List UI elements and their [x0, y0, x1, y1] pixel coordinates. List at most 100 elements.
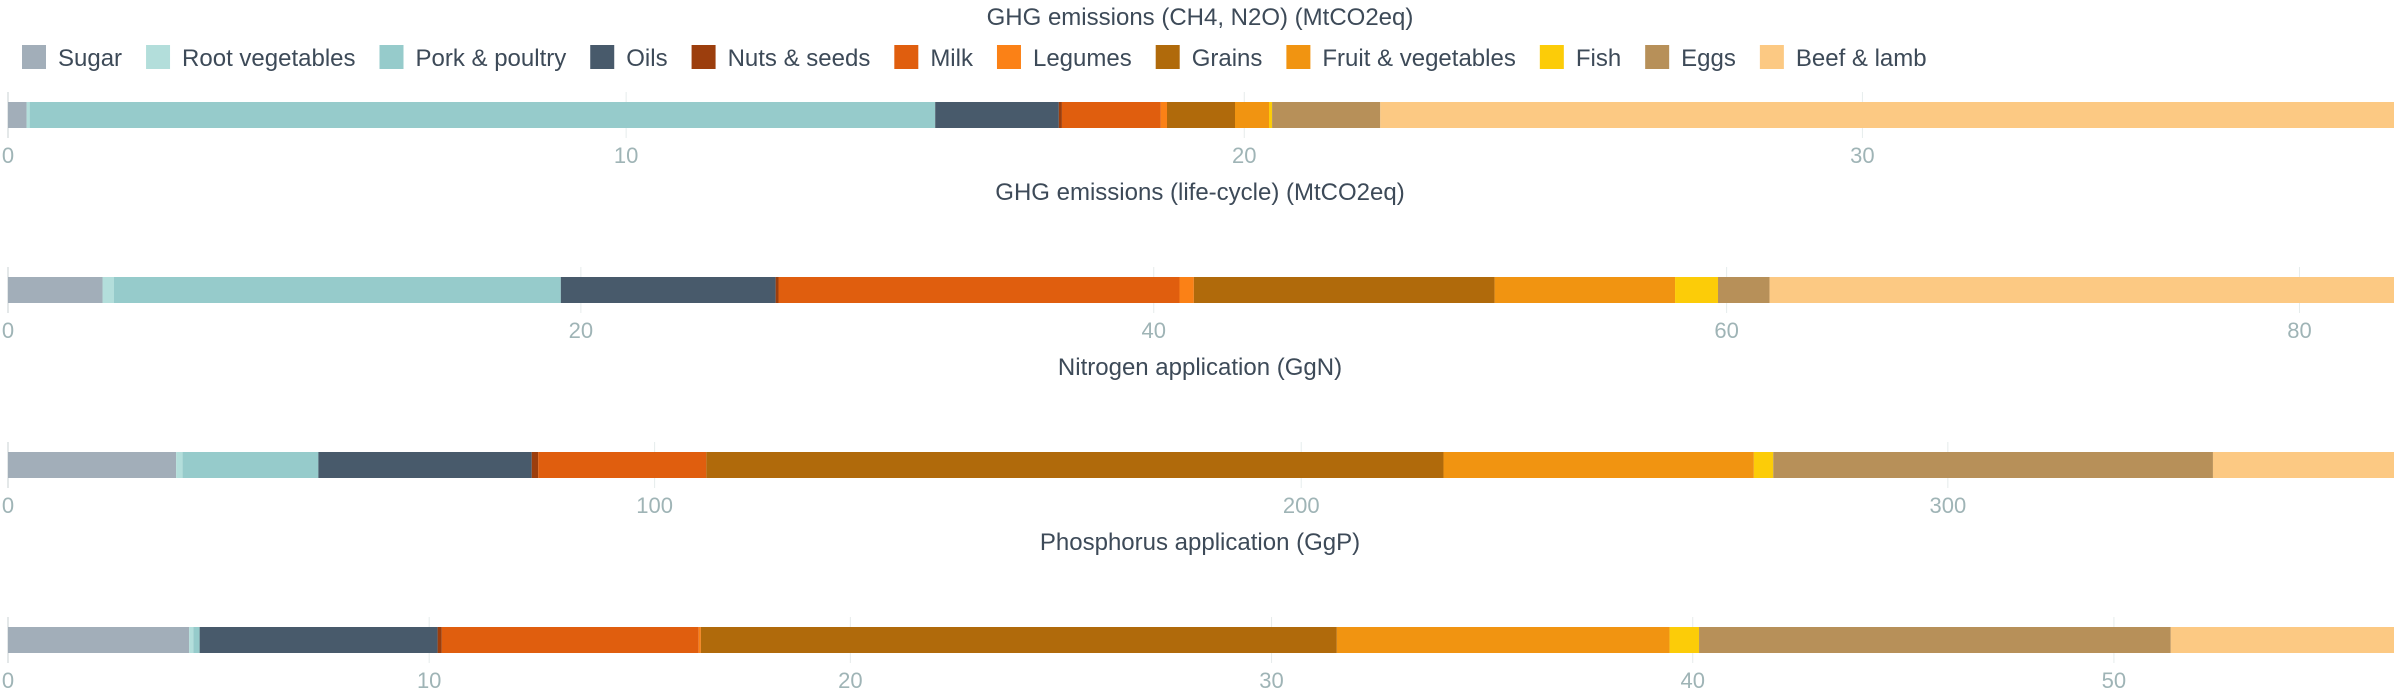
tick-label: 60: [1714, 318, 1738, 343]
bar-segment-milk[interactable]: [1061, 102, 1161, 128]
legend-swatch: [1286, 45, 1311, 69]
bar-segment-nuts-seeds[interactable]: [775, 277, 779, 303]
tick-label: 0: [2, 493, 14, 518]
bar-segment-legumes[interactable]: [698, 627, 701, 653]
chart-panel-ghg-emissions-ch4-n2o-mtco2eq: GHG emissions (CH4, N2O) (MtCO2eq) 0 10 20 3…: [2, 4, 2394, 168]
bar-segment-milk[interactable]: [441, 627, 699, 653]
bar-segment-milk[interactable]: [538, 452, 707, 478]
legend-label: Eggs: [1681, 45, 1736, 72]
bar-segment-root-vegetables[interactable]: [102, 277, 114, 303]
bar-segment-eggs[interactable]: [1699, 627, 2171, 653]
legend-swatch: [691, 45, 716, 69]
bar-segment-nuts-seeds[interactable]: [531, 452, 539, 478]
bar-segment-fish[interactable]: [1669, 627, 1700, 653]
tick-label: 40: [1680, 668, 1704, 693]
legend-item-milk[interactable]: Milk: [894, 45, 974, 72]
bar-segment-oils[interactable]: [318, 452, 532, 478]
legend-swatch: [379, 45, 404, 69]
tick-label: 20: [1232, 143, 1256, 168]
tick-label: 30: [1259, 668, 1283, 693]
legend-label: Pork & poultry: [416, 45, 567, 72]
legend-item-grains[interactable]: Grains: [1155, 45, 1263, 72]
chart-title: Nitrogen application (GgN): [1058, 354, 1342, 381]
legend-item-oils[interactable]: Oils: [590, 45, 668, 72]
legend-label: Sugar: [58, 45, 122, 72]
legend-swatch: [22, 45, 46, 69]
bar-segment-fruit-vegetables[interactable]: [1234, 102, 1269, 128]
bar-segment-beef-lamb[interactable]: [1380, 102, 2394, 128]
legend-item-root-vegetables[interactable]: Root vegetables: [146, 45, 356, 72]
chart-title: Phosphorus application (GgP): [1040, 529, 1360, 556]
bar-segment-oils[interactable]: [935, 102, 1059, 128]
bar-segment-eggs[interactable]: [1773, 452, 2213, 478]
bar-segment-eggs[interactable]: [1272, 102, 1381, 128]
bar-segment-beef-lamb[interactable]: [2212, 452, 2394, 478]
legend-item-eggs[interactable]: Eggs: [1645, 45, 1736, 72]
legend: Sugar Root vegetables Pork & poultry Oils Nu…: [22, 45, 1927, 72]
legend-swatch: [1155, 45, 1180, 69]
legend-swatch: [1645, 45, 1670, 69]
tick-label: 10: [417, 668, 441, 693]
bar-segment-grains[interactable]: [700, 627, 1337, 653]
bar-segment-fish[interactable]: [1268, 102, 1273, 128]
bar-segment-fruit-vegetables[interactable]: [1336, 627, 1670, 653]
tick-label: 300: [1929, 493, 1966, 518]
bar-segment-pork-poultry[interactable]: [113, 277, 561, 303]
tick-label: 20: [569, 318, 593, 343]
tick-label: 50: [2102, 668, 2126, 693]
bar-segment-sugar[interactable]: [8, 627, 190, 653]
bar-segment-fruit-vegetables[interactable]: [1494, 277, 1676, 303]
bar-segment-oils[interactable]: [560, 277, 776, 303]
bar-segment-beef-lamb[interactable]: [1769, 277, 2394, 303]
bar-segment-grains[interactable]: [1193, 277, 1495, 303]
legend-label: Root vegetables: [182, 45, 355, 72]
bar-segment-nuts-seeds[interactable]: [1058, 102, 1062, 128]
bar-segment-root-vegetables[interactable]: [189, 627, 194, 653]
chart-panels: GHG emissions (CH4, N2O) (MtCO2eq) 0 10 20 3…: [2, 4, 2394, 693]
bar-segment-fish[interactable]: [1753, 452, 1774, 478]
legend-swatch: [894, 45, 919, 69]
bar-segment-root-vegetables[interactable]: [26, 102, 30, 128]
legend-item-beef-lamb[interactable]: Beef & lamb: [1759, 45, 1927, 72]
legend-item-pork-poultry[interactable]: Pork & poultry: [379, 45, 567, 72]
bar-segment-oils[interactable]: [199, 627, 438, 653]
tick-label: 80: [2287, 318, 2311, 343]
chart-panel-phosphorus-application-ggp: Phosphorus application (GgP) 0 10 20 30 40 50: [2, 529, 2394, 693]
bar-segment-legumes[interactable]: [1179, 277, 1194, 303]
bar-segment-beef-lamb[interactable]: [2170, 627, 2394, 653]
legend-item-sugar[interactable]: Sugar: [22, 45, 122, 72]
legend-swatch: [146, 45, 171, 69]
bar-segment-pork-poultry[interactable]: [193, 627, 200, 653]
tick-label: 200: [1283, 493, 1320, 518]
bar-segment-root-vegetables[interactable]: [176, 452, 183, 478]
legend-label: Fish: [1576, 45, 1621, 72]
legend-swatch: [590, 45, 615, 69]
bar-segment-sugar[interactable]: [8, 102, 27, 128]
legend-item-legumes[interactable]: Legumes: [996, 45, 1132, 72]
tick-label: 30: [1850, 143, 1874, 168]
bar-segment-fruit-vegetables[interactable]: [1443, 452, 1754, 478]
bar-segment-eggs[interactable]: [1718, 277, 1770, 303]
bar-segment-fish[interactable]: [1675, 277, 1719, 303]
bar-segment-pork-poultry[interactable]: [182, 452, 319, 478]
tick-label: 0: [2, 668, 14, 693]
bar-segment-pork-poultry[interactable]: [29, 102, 936, 128]
legend-label: Milk: [930, 45, 974, 72]
legend-label: Legumes: [1033, 45, 1132, 72]
bar-segment-milk[interactable]: [778, 277, 1180, 303]
tick-label: 100: [636, 493, 673, 518]
bar-segment-grains[interactable]: [1167, 102, 1235, 128]
legend-item-nuts-seeds[interactable]: Nuts & seeds: [691, 45, 871, 72]
bar-segment-grains[interactable]: [706, 452, 1444, 478]
legend-label: Grains: [1192, 45, 1263, 72]
bar-segment-sugar[interactable]: [8, 452, 177, 478]
legend-item-fish[interactable]: Fish: [1539, 45, 1621, 72]
chart-panel-ghg-emissions-life-cycle-mtco2eq: GHG emissions (life-cycle) (MtCO2eq) 0 20 4…: [2, 179, 2394, 343]
bar-segment-sugar[interactable]: [8, 277, 103, 303]
legend-item-fruit-vegetables[interactable]: Fruit & vegetables: [1286, 45, 1516, 72]
legend-label: Beef & lamb: [1796, 45, 1927, 72]
bar-segment-nuts-seeds[interactable]: [437, 627, 442, 653]
bar-segment-legumes[interactable]: [1160, 102, 1168, 128]
tick-label: 10: [614, 143, 638, 168]
